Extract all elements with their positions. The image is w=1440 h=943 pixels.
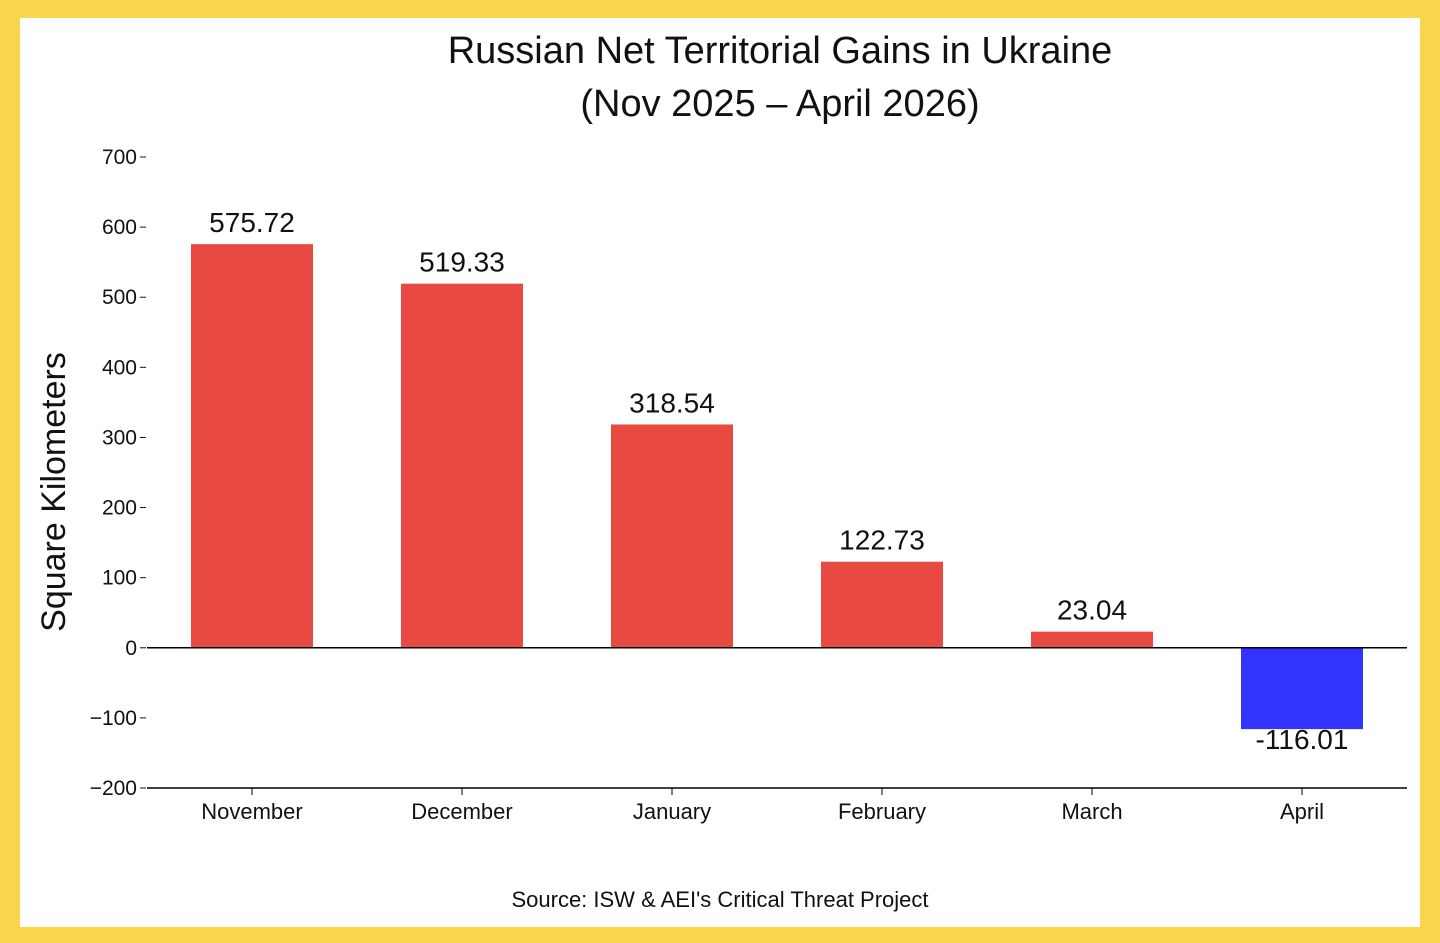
bar-chart: Russian Net Territorial Gains in Ukraine… (35, 30, 1407, 912)
x-tick-label: February (838, 799, 926, 824)
x-tick-label: March (1061, 799, 1122, 824)
y-tick-label: 500 (102, 286, 137, 309)
bar-january (611, 424, 733, 648)
y-tick-label: 200 (102, 497, 137, 520)
chart-frame: Russian Net Territorial Gains in Ukraine… (20, 18, 1420, 927)
bar-march (1031, 631, 1153, 648)
value-label-february: 122.73 (839, 525, 925, 556)
source-note: Source: ISW & AEI's Critical Threat Proj… (511, 887, 928, 912)
bar-february (821, 561, 943, 648)
y-tick-label: 400 (102, 356, 137, 379)
value-label-march: 23.04 (1057, 595, 1127, 626)
y-tick-label: −100 (90, 707, 137, 730)
chart-title-line-2: (Nov 2025 – April 2026) (580, 83, 979, 125)
value-label-december: 519.33 (419, 247, 505, 278)
y-axis: 700 600 500 400 300 200 100 0 −100 −200 (90, 146, 146, 800)
chart-title-line-1: Russian Net Territorial Gains in Ukraine (448, 30, 1113, 72)
bar-series (191, 244, 1363, 730)
y-tick-label: 100 (102, 567, 137, 590)
bar-december (401, 283, 523, 648)
value-label-january: 318.54 (629, 387, 715, 418)
y-tick-label: 600 (102, 216, 137, 239)
x-tick-label: November (201, 799, 302, 824)
value-label-april: -116.01 (1256, 724, 1349, 755)
y-tick-label: 300 (102, 426, 137, 449)
y-tick-label: 700 (102, 146, 137, 169)
y-axis-title: Square Kilometers (35, 352, 73, 632)
value-label-november: 575.72 (209, 207, 295, 238)
y-tick-label: 0 (125, 637, 137, 660)
x-tick-label: January (633, 799, 711, 824)
y-tick-label: −200 (90, 777, 137, 800)
value-labels: 575.72 519.33 318.54 122.73 23.04 -116.01 (209, 207, 1348, 755)
bar-november (191, 244, 313, 648)
bar-april (1241, 647, 1363, 730)
x-tick-label: April (1280, 799, 1324, 824)
x-axis: November December January February March Apri… (147, 647, 1407, 824)
x-tick-label: December (411, 799, 512, 824)
